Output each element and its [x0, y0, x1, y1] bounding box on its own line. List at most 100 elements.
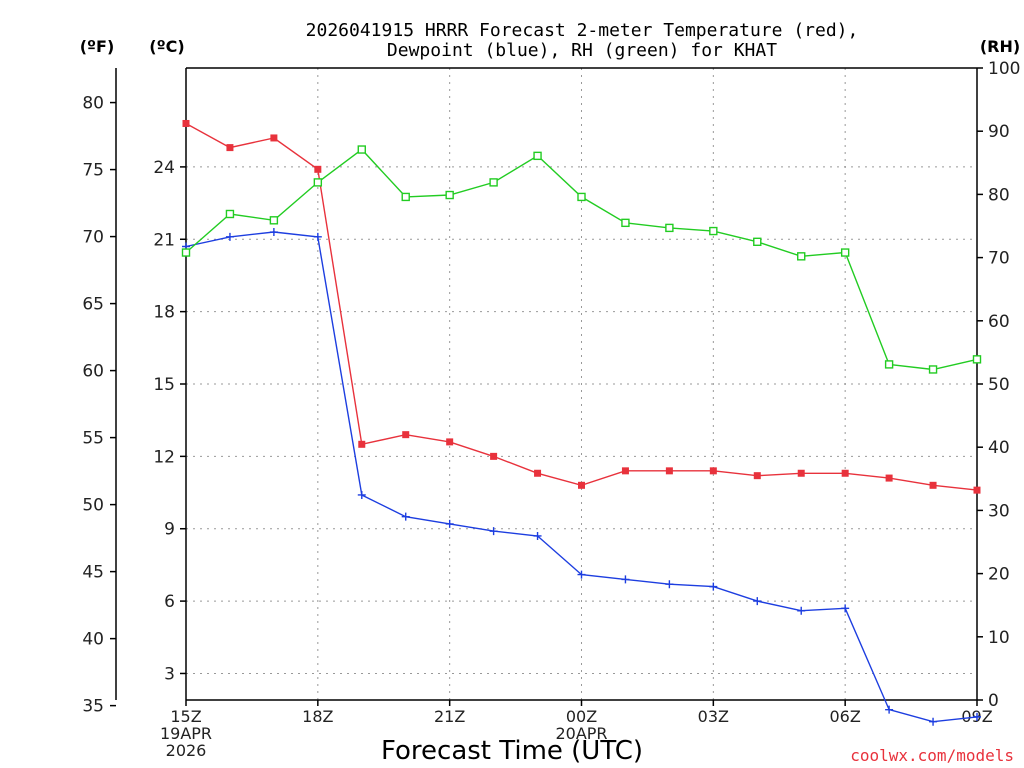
temperature-point [973, 486, 981, 494]
dewpoint-point [929, 717, 938, 726]
axes [110, 67, 983, 707]
chart-title-line-1: 2026041915 HRRR Forecast 2-meter Tempera… [306, 20, 859, 41]
dewpoint-line [185, 231, 978, 723]
rh-point [797, 252, 806, 261]
x-tick-label: 00Z [566, 707, 597, 726]
x-tick-label: 21Z [434, 707, 465, 726]
x-tick-label: 15Z [170, 707, 201, 726]
fahrenheit-tick-label: 45 [82, 563, 104, 583]
credit-link[interactable]: coolwx.com/models [850, 746, 1014, 765]
x-tick-label: 06Z [830, 707, 861, 726]
rh-point [445, 190, 454, 200]
dewpoint-point [489, 527, 498, 536]
temperature-point [709, 467, 717, 475]
temperature-point [753, 472, 761, 480]
rh-tick-label: 30 [988, 501, 1010, 521]
rh-point [225, 209, 235, 219]
x-tick-label: 03Z [698, 707, 729, 726]
temperature-point [270, 134, 278, 142]
celsius-tick-label: 18 [153, 303, 175, 323]
fahrenheit-tick-label: 70 [82, 228, 104, 248]
data-series [181, 119, 982, 726]
rh-tick-label: 90 [988, 122, 1010, 142]
x-tick-label: 2026 [166, 741, 207, 760]
dewpoint-point [841, 604, 850, 613]
rh-point [621, 218, 630, 228]
temperature-point [841, 469, 849, 477]
temperature-point [314, 165, 322, 173]
temperature-point [578, 481, 585, 489]
temperature-point [446, 438, 454, 446]
rh-tick-label: 100 [988, 59, 1020, 79]
rh-tick-label: 0 [988, 691, 999, 711]
fahrenheit-unit-label: (ºF) [80, 37, 115, 56]
x-tick-label: 20APR [555, 724, 607, 743]
dewpoint-point [225, 232, 234, 241]
fahrenheit-tick-label: 55 [82, 429, 104, 449]
x-axis-title: Forecast Time (UTC) [381, 736, 643, 766]
gridlines [186, 68, 977, 700]
temperature-point [358, 440, 366, 448]
fahrenheit-tick-label: 80 [82, 94, 104, 114]
rh-tick-label: 50 [988, 375, 1010, 395]
temperature-point [797, 469, 805, 477]
dewpoint-point [665, 580, 674, 589]
tick-labels: 8075706560555045403524211815129631009080… [82, 59, 1020, 760]
dewpoint-point [313, 232, 322, 241]
rh-point [269, 216, 279, 225]
rh-point [533, 151, 542, 161]
rh-point [884, 360, 894, 369]
temperature-point [665, 467, 673, 475]
celsius-tick-label: 12 [153, 447, 175, 467]
dewpoint-point [445, 519, 454, 528]
celsius-tick-label: 3 [164, 664, 175, 684]
celsius-unit-label: (ºC) [149, 37, 184, 56]
temperature-point [490, 452, 498, 460]
fahrenheit-tick-label: 75 [82, 161, 104, 181]
rh-tick-label: 20 [988, 565, 1010, 585]
dewpoint-point [753, 597, 762, 606]
rh-tick-label: 60 [988, 312, 1010, 332]
rh-point [840, 248, 850, 257]
rh-tick-label: 10 [988, 628, 1010, 648]
rh-point [665, 223, 674, 233]
chart-title-line-2: Dewpoint (blue), RH (green) for KHAT [387, 40, 777, 61]
fahrenheit-tick-label: 65 [82, 295, 104, 315]
dewpoint-point [885, 705, 894, 714]
dewpoint-point [533, 531, 542, 540]
rh-tick-label: 70 [988, 249, 1010, 269]
temperature-point [621, 467, 629, 475]
rh-tick-label: 80 [988, 185, 1010, 205]
dewpoint-point [577, 570, 586, 579]
x-tick-label: 19APR [160, 724, 212, 743]
temperature-point [182, 119, 190, 127]
fahrenheit-tick-label: 60 [82, 362, 104, 382]
celsius-tick-label: 6 [164, 592, 175, 612]
dewpoint-point [357, 490, 366, 499]
temperature-point [885, 474, 893, 482]
rh-point [577, 192, 586, 202]
dewpoint-point [973, 712, 981, 721]
fahrenheit-tick-label: 35 [82, 697, 104, 717]
rh-unit-label: (RH) [980, 37, 1020, 56]
rh-point [401, 192, 410, 202]
rh-point [313, 178, 323, 187]
temperature-point [226, 144, 234, 152]
x-tick-label: 18Z [302, 707, 333, 726]
celsius-tick-label: 21 [153, 230, 175, 250]
dewpoint-point [621, 575, 630, 584]
rh-point [357, 145, 366, 154]
celsius-tick-label: 9 [164, 520, 175, 540]
rh-tick-label: 40 [988, 438, 1010, 458]
temperature-point [929, 481, 937, 489]
dewpoint-point [797, 606, 806, 615]
rh-point [709, 226, 718, 236]
rh-point [753, 237, 762, 247]
rh-line [185, 148, 978, 371]
dewpoint-point [709, 582, 718, 591]
chart-title: 2026041915 HRRR Forecast 2-meter Tempera… [306, 20, 859, 61]
celsius-tick-label: 24 [153, 158, 175, 178]
rh-point [181, 248, 191, 257]
fahrenheit-tick-label: 40 [82, 630, 104, 650]
